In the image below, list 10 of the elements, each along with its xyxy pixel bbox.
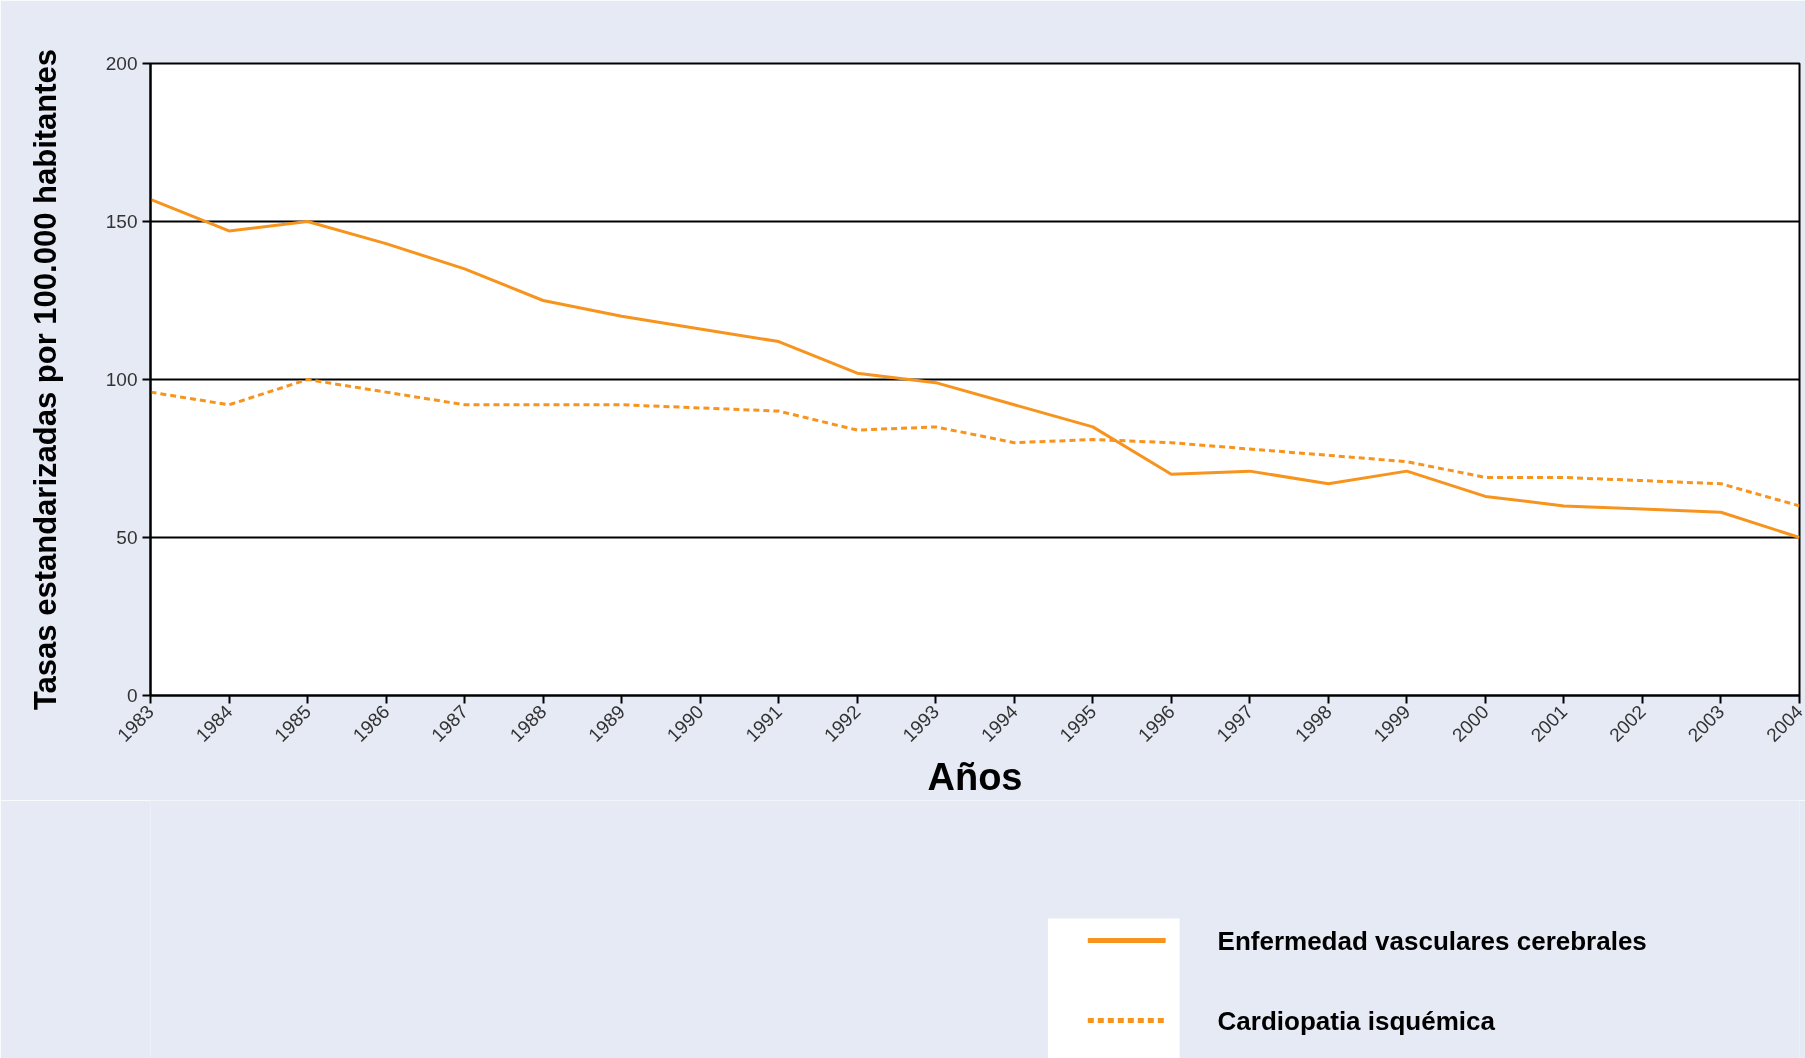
y-tick-label: 150 bbox=[105, 211, 138, 232]
legend-label: Enfermedad vasculares cerebrales bbox=[1217, 925, 1647, 956]
line-series bbox=[150, 197, 1800, 539]
x-axis-title: Años bbox=[927, 755, 1023, 798]
y-tick-label: 50 bbox=[116, 527, 138, 548]
y-tick-label: 200 bbox=[105, 53, 138, 74]
y-axis-title: Tasas estandarizadas por 100.000 habitantes bbox=[27, 48, 63, 711]
y-tick-label: 100 bbox=[105, 369, 138, 390]
legend-label: Cardiopatia isquémica bbox=[1217, 1005, 1496, 1036]
y-tick-label: 0 bbox=[126, 685, 138, 706]
